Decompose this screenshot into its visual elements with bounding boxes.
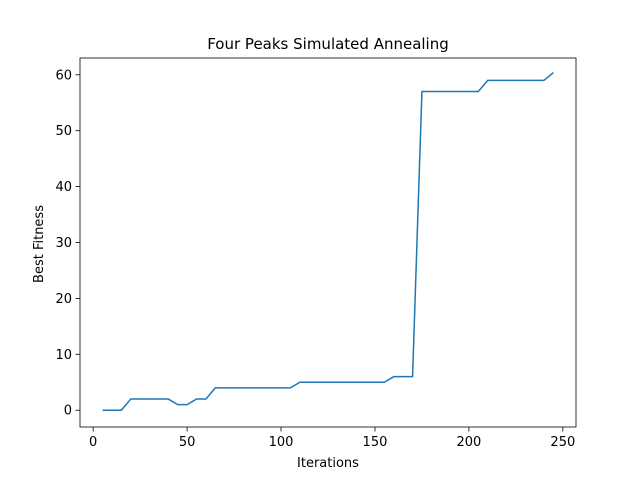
x-tick-label: 100 bbox=[269, 435, 294, 450]
plot-area: 0 50 100 150 200 250 0 10 20 30 40 50 60 bbox=[55, 57, 577, 450]
y-tick-label: 60 bbox=[55, 68, 72, 83]
y-tick-label: 30 bbox=[55, 236, 72, 251]
y-tick-label: 10 bbox=[55, 348, 72, 363]
x-axis-label: Iterations bbox=[297, 456, 359, 471]
chart-title: Four Peaks Simulated Annealing bbox=[207, 35, 449, 53]
x-tick-label: 50 bbox=[179, 435, 196, 450]
y-axis-ticks: 0 10 20 30 40 50 60 bbox=[55, 68, 80, 419]
x-tick-label: 250 bbox=[550, 435, 575, 450]
x-tick-label: 0 bbox=[89, 435, 97, 450]
x-tick-label: 200 bbox=[456, 435, 481, 450]
x-tick-label: 150 bbox=[363, 435, 388, 450]
y-tick-label: 40 bbox=[55, 180, 72, 195]
series-line-0 bbox=[102, 71, 554, 411]
y-tick-label: 20 bbox=[55, 292, 72, 307]
y-tick-label: 50 bbox=[55, 124, 72, 139]
y-tick-label: 0 bbox=[64, 404, 72, 419]
x-axis-ticks: 0 50 100 150 200 250 bbox=[89, 427, 575, 450]
series-layer bbox=[102, 71, 554, 411]
y-axis-label: Best Fitness bbox=[32, 205, 47, 283]
